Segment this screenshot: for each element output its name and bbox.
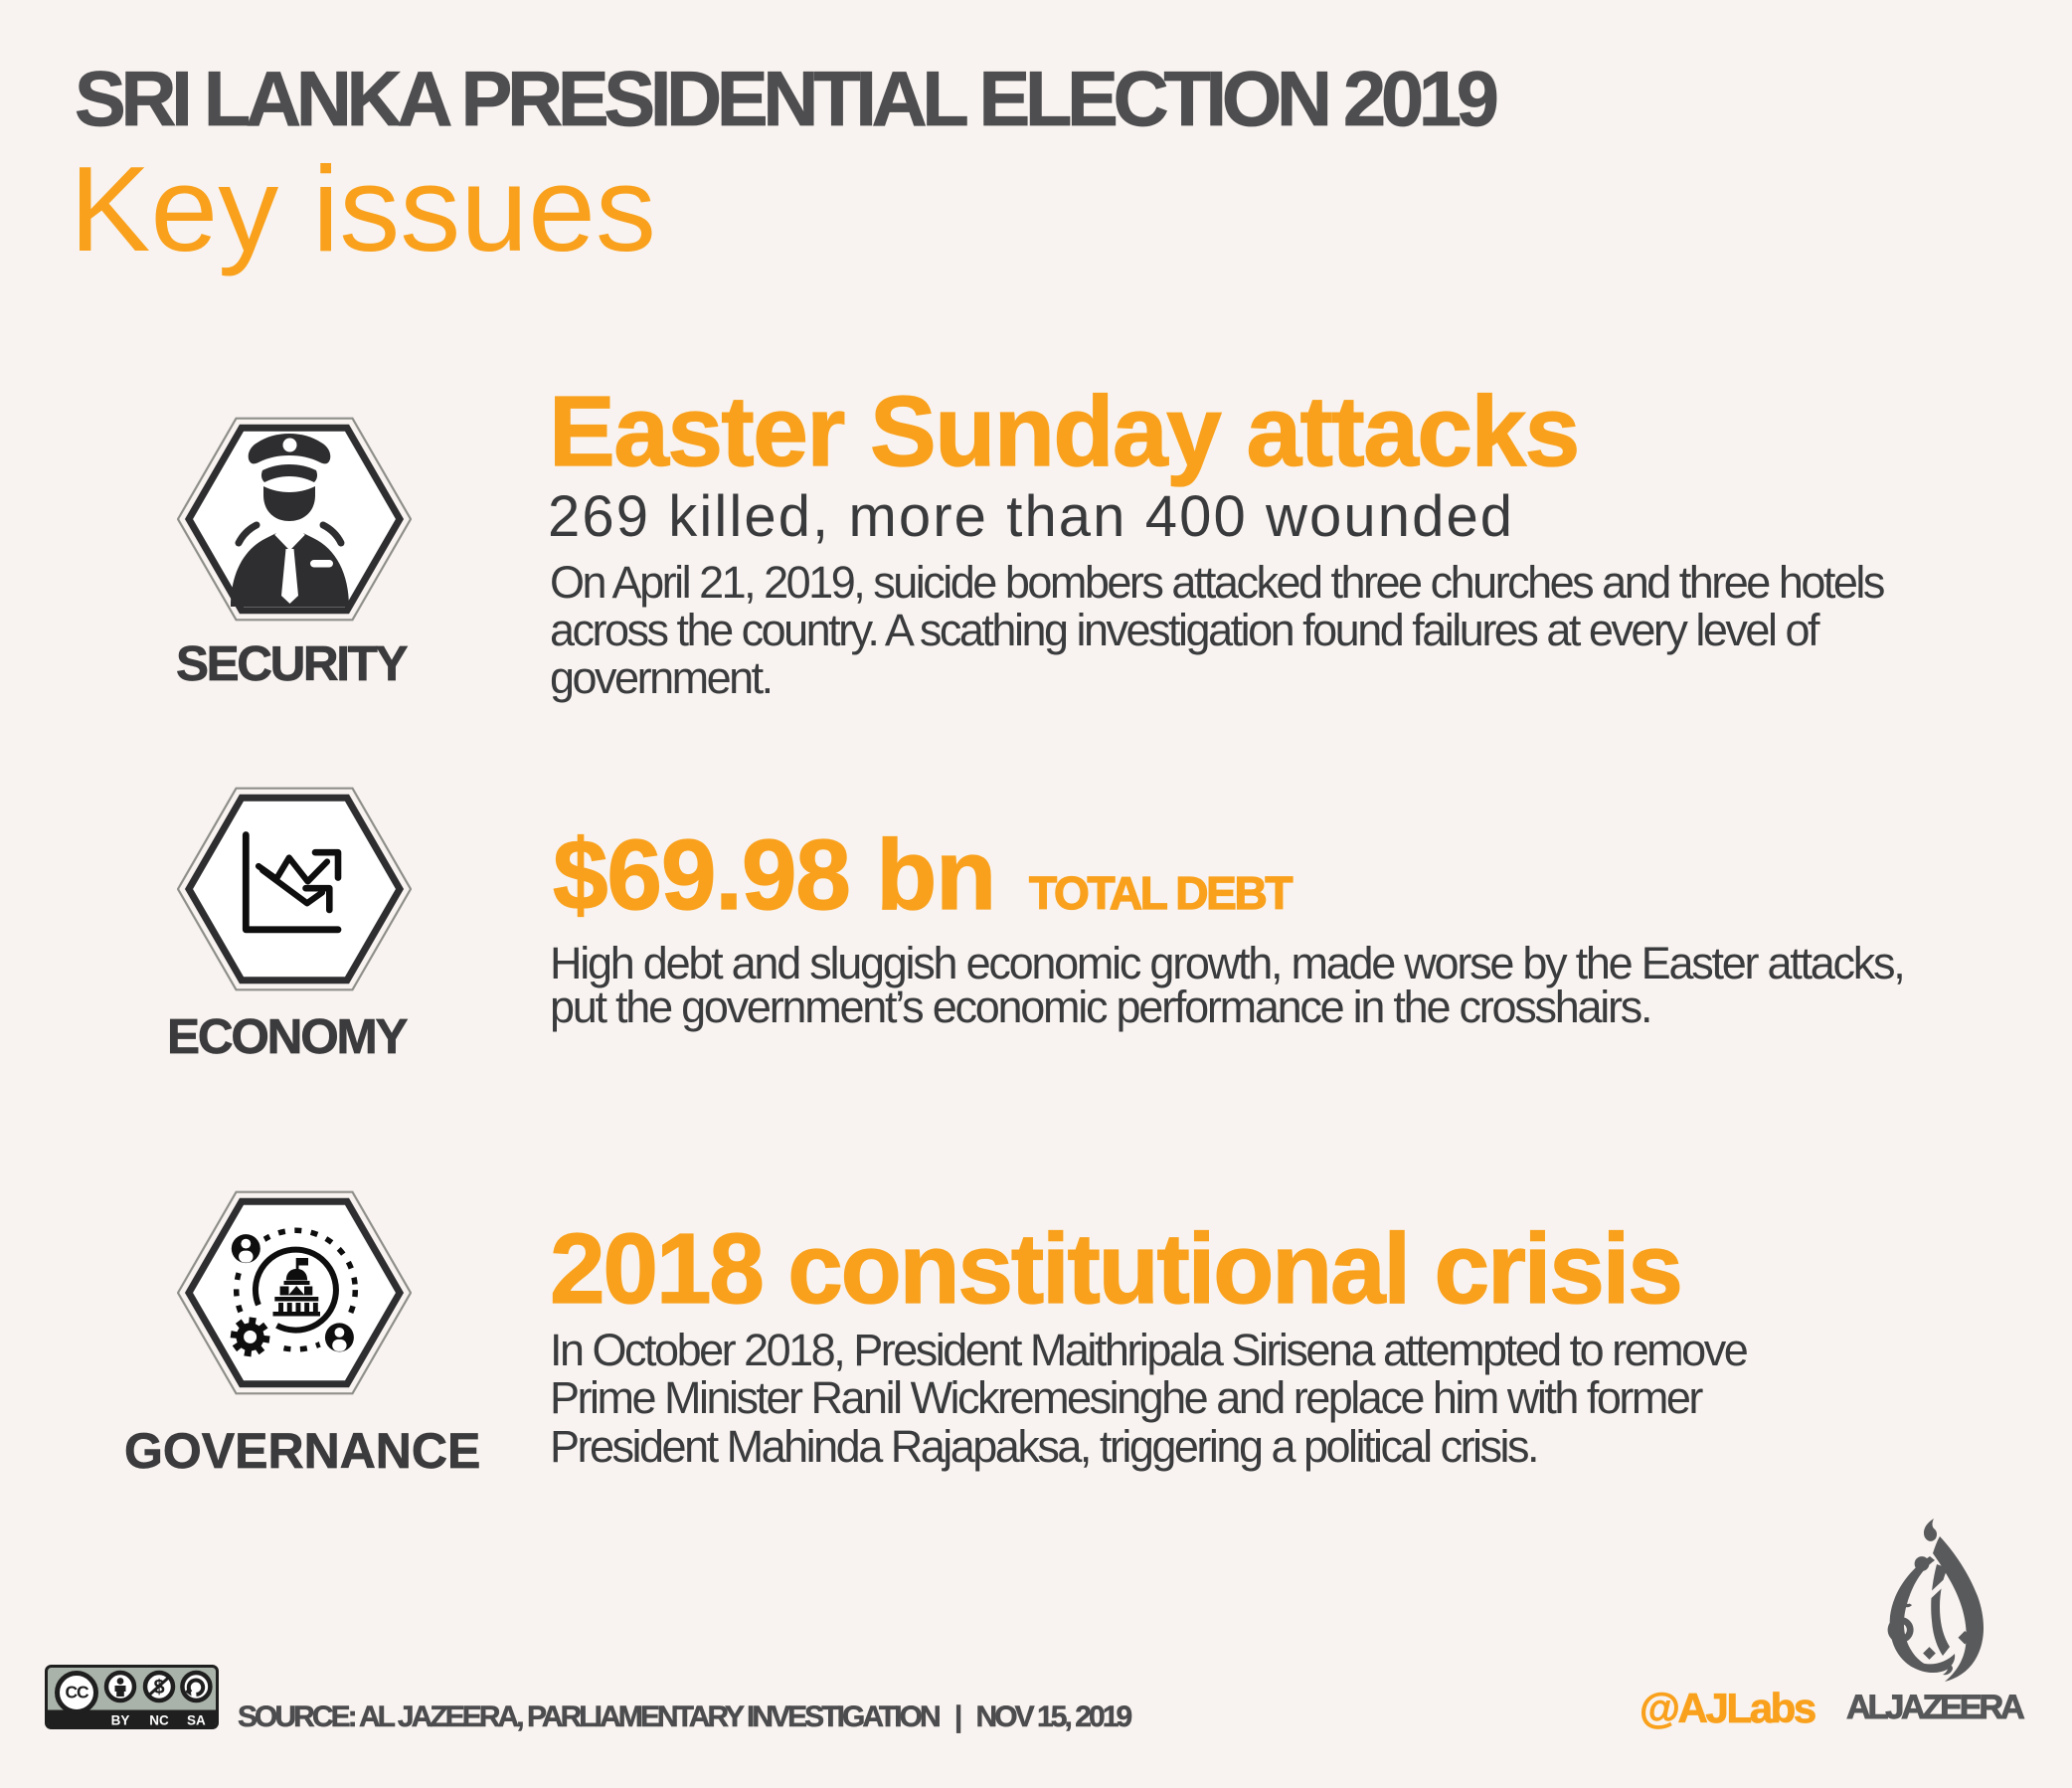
svg-text:CC: CC — [66, 1683, 89, 1702]
svg-text:NC: NC — [149, 1713, 169, 1728]
svg-text:SA: SA — [187, 1713, 206, 1728]
svg-text:BY: BY — [111, 1713, 130, 1728]
